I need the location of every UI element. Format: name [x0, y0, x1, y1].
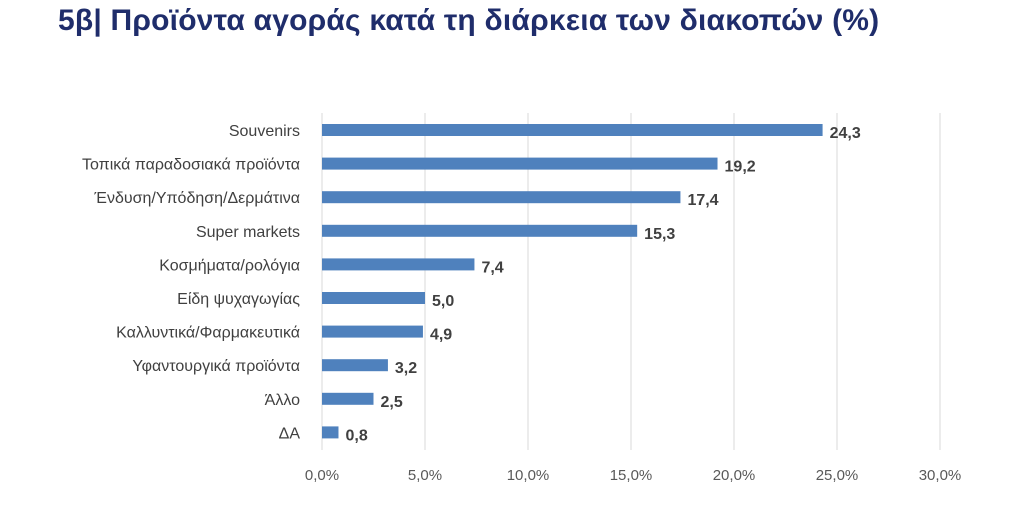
- x-tick-label: 20,0%: [713, 467, 756, 484]
- data-label: 19,2: [725, 159, 756, 176]
- category-label: Υφαντουργικά προϊόντα: [132, 358, 300, 375]
- bar: [322, 157, 718, 170]
- bar: [322, 191, 681, 204]
- data-label: 2,5: [381, 394, 403, 411]
- category-label: Άλλο: [265, 392, 300, 409]
- data-label: 0,8: [345, 427, 367, 444]
- data-label: 3,2: [395, 360, 417, 377]
- data-label: 4,9: [430, 327, 452, 344]
- bar: [322, 292, 425, 304]
- category-label: Super markets: [196, 224, 300, 241]
- x-tick-label: 5,0%: [408, 467, 442, 484]
- category-label: Κοσμήματα/ρολόγια: [159, 257, 300, 274]
- data-label: 7,4: [481, 259, 503, 276]
- category-labels: Souvenirs Τοπικά παραδοσιακά προϊόντα Ένδυ…: [82, 123, 300, 442]
- x-tick-label: 0,0%: [305, 467, 339, 484]
- bar: [322, 325, 423, 338]
- bars: [322, 124, 823, 439]
- category-label: Καλλυντικά/Φαρμακευτικά: [116, 325, 300, 342]
- category-label: Souvenirs: [229, 123, 300, 140]
- data-label: 5,0: [432, 293, 454, 310]
- bar: [322, 426, 339, 439]
- bar: [322, 359, 388, 372]
- data-label: 17,4: [687, 192, 718, 209]
- x-tick-label: 15,0%: [610, 467, 653, 484]
- bar: [322, 224, 638, 237]
- data-label: 15,3: [644, 226, 675, 243]
- chart-title: 5β| Προϊόντα αγοράς κατά τη διάρκεια των…: [58, 4, 880, 37]
- category-label: Ένδυση/Υπόδηση/Δερμάτινα: [93, 190, 300, 207]
- bar: [322, 392, 374, 405]
- bar: [322, 124, 823, 136]
- bar: [322, 258, 475, 271]
- category-label: ΔΑ: [279, 425, 301, 442]
- x-tick-label: 25,0%: [816, 467, 859, 484]
- x-tick-label: 10,0%: [507, 467, 550, 484]
- data-label: 24,3: [830, 125, 861, 142]
- data-labels: 24,3 19,2 17,4 15,3 7,4 5,0 4,9 3,2 2,5 0,8: [345, 125, 860, 444]
- category-label: Είδη ψυχαγωγίας: [177, 291, 300, 308]
- x-tick-label: 30,0%: [919, 467, 962, 484]
- category-label: Τοπικά παραδοσιακά προϊόντα: [82, 157, 300, 174]
- x-axis-ticks: 0,0% 5,0% 10,0% 15,0% 20,0% 25,0% 30,0%: [305, 467, 961, 484]
